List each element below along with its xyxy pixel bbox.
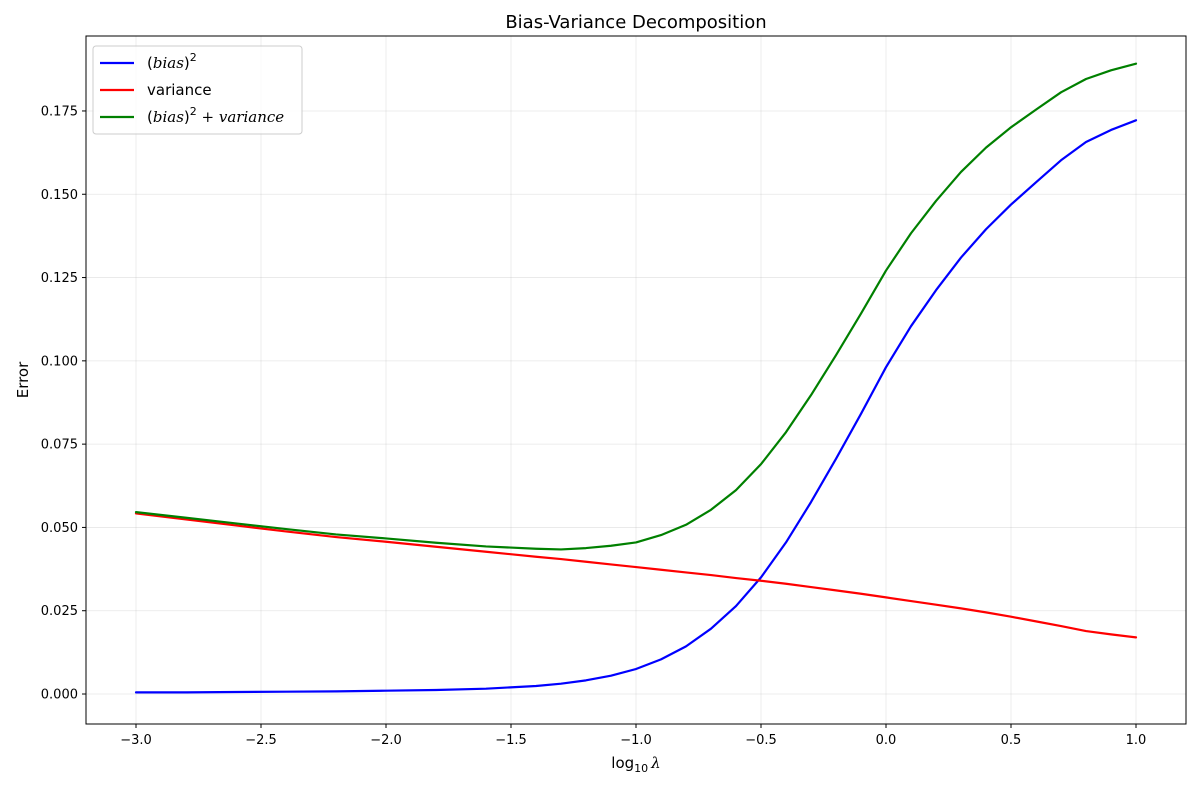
legend-label: variance xyxy=(147,81,212,99)
legend-label: (bias)2 xyxy=(147,51,197,72)
y-tick-label: 0.150 xyxy=(41,188,78,203)
y-tick-label: 0.100 xyxy=(41,354,78,369)
x-tick-label: −1.0 xyxy=(620,733,652,748)
x-tick-label: 0.5 xyxy=(1001,733,1022,748)
y-tick-label: 0.125 xyxy=(41,271,78,286)
total-error-line xyxy=(134,62,1138,551)
x-tick-label: 0.0 xyxy=(876,733,897,748)
legend: (bias)2 variance (bias)2 + variance xyxy=(92,45,303,135)
x-tick-label: 1.0 xyxy=(1126,733,1147,748)
x-tick-label: −2.0 xyxy=(370,733,402,748)
legend-label: (bias)2 + variance xyxy=(147,105,284,126)
x-axis: −3.0 −2.5 −2.0 −1.5 −1.0 −0.5 0.0 0.5 1.0 xyxy=(120,724,1146,748)
bias-squared-line xyxy=(134,119,1138,694)
y-tick-label: 0.000 xyxy=(41,688,78,703)
legend-entry-bias: (bias)2 xyxy=(100,51,197,72)
legend-box xyxy=(92,45,303,135)
x-axis-label: log10 λ xyxy=(611,754,660,775)
legend-entry-total: (bias)2 + variance xyxy=(100,105,284,126)
x-tick-label: −1.5 xyxy=(495,733,527,748)
x-tick-label: −3.0 xyxy=(120,733,152,748)
series-lines xyxy=(134,62,1138,694)
y-tick-label: 0.050 xyxy=(41,521,78,536)
x-tick-label: −2.5 xyxy=(245,733,277,748)
x-tick-label: −0.5 xyxy=(745,733,777,748)
chart-title: Bias-Variance Decomposition xyxy=(505,12,766,33)
y-tick-label: 0.075 xyxy=(41,438,78,453)
legend-entry-variance: variance xyxy=(100,81,212,99)
y-tick-label: 0.025 xyxy=(41,604,78,619)
y-axis: 0.000 0.025 0.050 0.075 0.100 0.125 0.150 0.175 xyxy=(41,104,86,703)
y-tick-label: 0.175 xyxy=(41,104,78,119)
y-axis-label: Error xyxy=(14,361,32,398)
grid-lines xyxy=(86,36,1186,724)
variance-line xyxy=(134,512,1138,639)
